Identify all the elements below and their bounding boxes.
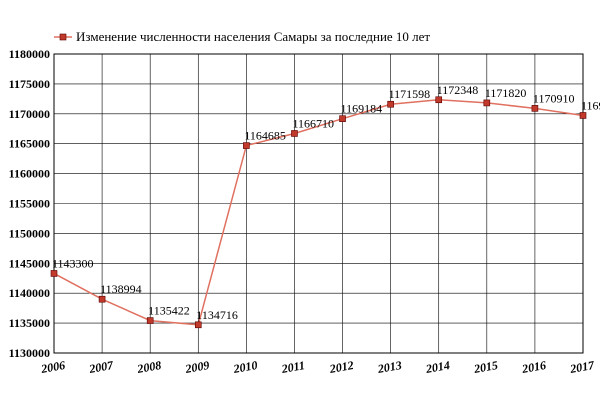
data-point — [146, 317, 154, 324]
y-tick-label: 1160000 — [9, 167, 50, 181]
data-label: 1135422 — [148, 304, 190, 318]
y-tick-label: 1175000 — [9, 77, 50, 91]
legend: Изменение численности населения Самары з… — [54, 29, 430, 44]
x-tick-label: 2013 — [376, 358, 403, 376]
series-line — [53, 99, 584, 326]
data-point — [435, 96, 443, 104]
data-point — [50, 270, 58, 277]
data-label: 1164685 — [244, 129, 286, 143]
x-tick-label: 2012 — [328, 358, 355, 376]
x-tick-label: 2009 — [183, 358, 210, 376]
y-tick-label: 1145000 — [9, 256, 50, 270]
data-label: 1171598 — [389, 87, 431, 101]
y-tick-label: 1135000 — [9, 316, 50, 330]
x-tick-label: 2007 — [87, 358, 115, 376]
y-tick-label: 1155000 — [9, 197, 50, 211]
data-point — [243, 142, 250, 149]
data-label: 1172348 — [437, 83, 479, 97]
y-tick-label: 1170000 — [9, 107, 50, 121]
data-label: 1169184 — [341, 102, 383, 116]
data-point — [579, 112, 587, 119]
data-label: 1143300 — [52, 256, 94, 270]
y-tick-label: 1180000 — [9, 47, 50, 61]
data-point — [339, 115, 346, 122]
x-axis-ticks: 2006 2007 2008 2009 2010 2011 2012 2013 2014 2015… — [39, 358, 596, 376]
x-tick-label: 2008 — [135, 358, 162, 376]
data-point — [194, 321, 202, 329]
data-point — [483, 99, 491, 107]
x-tick-label: 2014 — [424, 358, 451, 376]
y-tick-label: 1150000 — [9, 226, 50, 240]
data-point — [291, 130, 298, 137]
axes — [53, 53, 584, 354]
y-tick-label: 1140000 — [9, 286, 50, 300]
x-tick-label: 2015 — [472, 358, 499, 376]
data-label: 1134716 — [196, 308, 238, 322]
plot-frame — [53, 53, 584, 354]
data-label: 1170910 — [533, 91, 575, 105]
data-point — [98, 295, 106, 303]
x-tick-label: 2016 — [520, 358, 547, 376]
data-label: 1171820 — [485, 86, 527, 100]
data-label: 1169719 — [581, 98, 600, 112]
x-tick-label: 2011 — [280, 358, 306, 376]
x-tick-label: 2010 — [231, 358, 258, 376]
x-tick-label: 2017 — [568, 358, 596, 376]
y-axis-ticks: 1130000 1135000 1140000 1145000 1150000 11550… — [9, 47, 50, 360]
data-point — [531, 105, 539, 112]
y-tick-label: 1130000 — [9, 346, 50, 360]
y-tick-label: 1165000 — [9, 137, 50, 151]
data-label: 1138994 — [100, 282, 142, 296]
x-tick-label: 2006 — [39, 358, 66, 376]
legend-marker — [59, 33, 67, 41]
legend-label: Изменение численности населения Самары з… — [76, 29, 430, 44]
data-label: 1166710 — [292, 116, 334, 130]
series-layer: 1143300 1138994 1135422 1134716 1164685 11667… — [50, 83, 600, 329]
data-point — [387, 100, 394, 108]
